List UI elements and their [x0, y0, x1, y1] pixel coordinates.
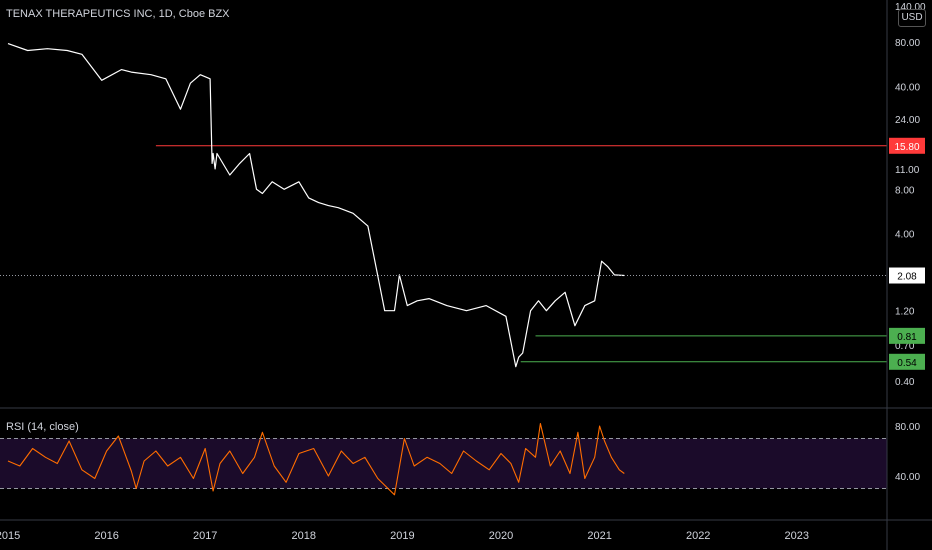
price-markers: 15.80 0.81 0.54 2.08: [889, 137, 925, 370]
level-badge: [889, 137, 925, 154]
time-tick-label: 2016: [94, 530, 118, 542]
chart-title: TENAX THERAPEUTICS INC, 1D, Cboe BZX: [6, 8, 230, 20]
time-tick-label: 2019: [390, 530, 414, 542]
last-price-badge: [889, 267, 925, 284]
price-tick-label: 40.00: [895, 82, 920, 93]
rsi-title: RSI (14, close): [6, 421, 79, 433]
price-tick-label: 80.00: [895, 38, 920, 49]
time-tick-label: 2020: [489, 530, 513, 542]
price-tick-label: 140.00: [895, 2, 926, 13]
level-badge: [889, 353, 925, 370]
level-badge: [889, 327, 925, 344]
time-tick-label: 2018: [292, 530, 316, 542]
rsi-tick-label: 40.00: [895, 472, 920, 483]
price-tick-label: 8.00: [895, 185, 915, 196]
last-price-label: 2.08: [897, 272, 917, 283]
price-tick-label: 24.00: [895, 115, 920, 126]
rsi-tick-label: 80.00: [895, 422, 920, 433]
time-tick-label: 2017: [193, 530, 217, 542]
time-tick-label: 2023: [785, 530, 809, 542]
currency-badge[interactable]: USD: [898, 9, 926, 27]
price-tick-label: 11.00: [895, 165, 920, 176]
price-tick-label: 0.70: [895, 341, 915, 352]
price-line: [7, 43, 625, 368]
level-badge-label: 0.54: [897, 358, 917, 369]
price-tick-label: 0.40: [895, 377, 915, 388]
rsi-band: [0, 438, 887, 489]
level-badge-label: 0.81: [897, 332, 917, 343]
price-tick-label: 4.00: [895, 230, 915, 241]
price-tick-label: 1.20: [895, 307, 915, 318]
time-tick-label: 2022: [686, 530, 710, 542]
level-badge-label: 15.80: [894, 142, 919, 153]
rsi-pane[interactable]: [0, 422, 887, 496]
time-tick-label: 2015: [0, 530, 20, 542]
price-pane[interactable]: [0, 43, 887, 368]
time-tick-label: 2021: [587, 530, 611, 542]
rsi-line: [7, 422, 625, 496]
